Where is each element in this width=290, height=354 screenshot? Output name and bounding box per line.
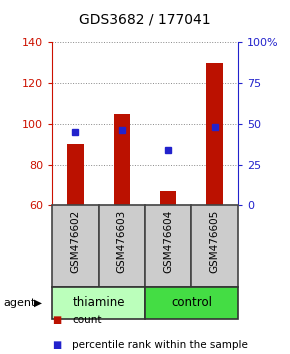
Bar bbox=[160, 191, 176, 205]
Bar bbox=[67, 144, 84, 205]
Text: GDS3682 / 177041: GDS3682 / 177041 bbox=[79, 12, 211, 27]
Bar bbox=[114, 114, 130, 205]
Text: control: control bbox=[171, 296, 212, 309]
Bar bbox=[191, 205, 238, 287]
Text: count: count bbox=[72, 315, 102, 325]
Text: ■: ■ bbox=[52, 315, 61, 325]
Text: percentile rank within the sample: percentile rank within the sample bbox=[72, 340, 248, 350]
Text: GSM476602: GSM476602 bbox=[70, 209, 80, 273]
Bar bbox=[145, 287, 238, 319]
Text: thiamine: thiamine bbox=[72, 296, 125, 309]
Bar bbox=[52, 205, 99, 287]
Text: agent: agent bbox=[3, 298, 35, 308]
Text: ■: ■ bbox=[52, 340, 61, 350]
Text: GSM476605: GSM476605 bbox=[210, 209, 220, 273]
Text: ▶: ▶ bbox=[34, 298, 42, 308]
Bar bbox=[52, 287, 145, 319]
Text: GSM476603: GSM476603 bbox=[117, 209, 127, 273]
Bar bbox=[99, 205, 145, 287]
Text: GSM476604: GSM476604 bbox=[163, 209, 173, 273]
Bar bbox=[206, 63, 223, 205]
Bar bbox=[145, 205, 191, 287]
